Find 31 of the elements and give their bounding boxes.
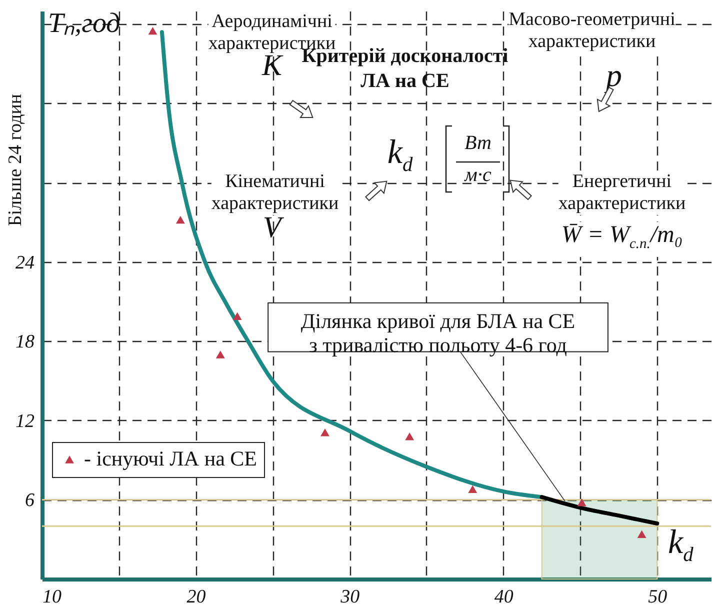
annotation: W̄ = W$_{c.n.}$/m₀ — [561, 222, 683, 257]
point — [232, 312, 242, 320]
annotation: м·с — [464, 164, 492, 186]
line-series — [540, 495, 660, 526]
x-tick-label: 20 — [186, 586, 206, 608]
y-tick-label: 18 — [16, 332, 35, 353]
annotation: Ділянка кривої для БЛА на СЕ з тривалістю польоту 4-6 год — [300, 308, 576, 357]
point — [468, 485, 478, 494]
y-tick-label: 6 — [25, 490, 35, 512]
x-tick-label: 30 — [340, 586, 360, 608]
point — [637, 530, 646, 538]
point — [320, 428, 330, 436]
point — [577, 498, 586, 506]
point — [148, 26, 158, 35]
annotation: Масово-геометричні характеристики — [508, 9, 676, 53]
x-axis-title: k$_{d}$ — [668, 524, 694, 568]
y-axis-title: Tₙ,год — [48, 8, 120, 40]
x-tick-label: 40 — [494, 586, 514, 608]
text: Більше 24 годин — [5, 94, 27, 226]
point — [405, 432, 414, 440]
point — [216, 350, 225, 358]
legend-label: - існуючі ЛА на СЕ — [84, 446, 257, 470]
annotation: Кінематичні характеристики — [211, 171, 339, 215]
annotation: k$_{d}$ — [387, 134, 413, 178]
y-tick-label: 24 — [16, 252, 35, 274]
x-tick-label: 50 — [648, 586, 668, 608]
point — [176, 216, 185, 224]
y-tick-label: 12 — [16, 410, 35, 432]
x-tick-label: 10 — [42, 586, 62, 608]
annotation: Вт — [464, 132, 492, 154]
annotation: Енергетичні характеристики — [558, 171, 686, 215]
